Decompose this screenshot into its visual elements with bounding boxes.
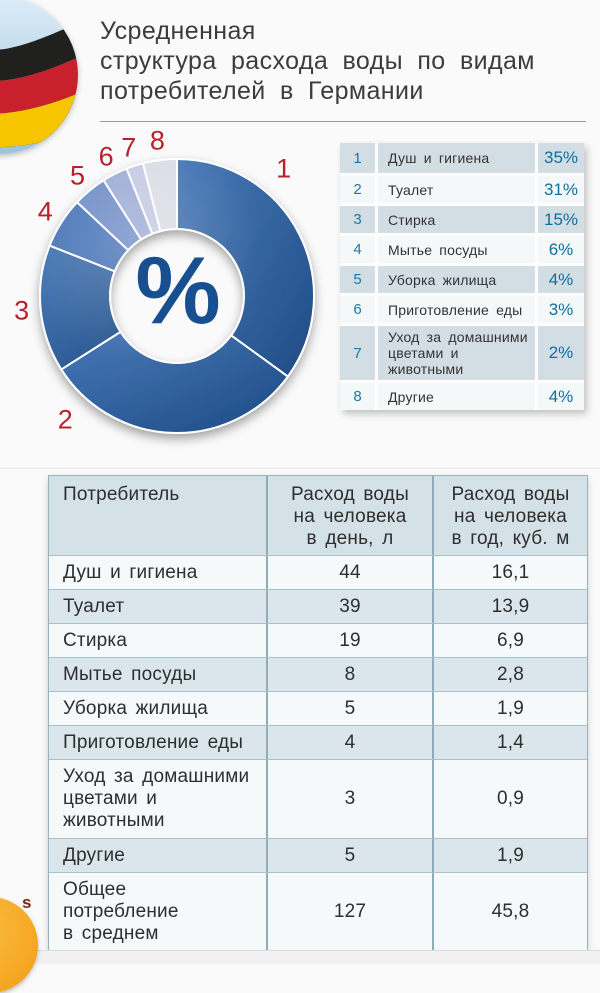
table-cell-per-year: 1,9	[432, 839, 587, 872]
table-cell-per-day: 127	[266, 873, 432, 951]
table-cell-per-year: 6,9	[432, 624, 587, 657]
table-header-per-day: Расход воды на человека в день, л	[266, 476, 432, 555]
legend-number: 2	[340, 176, 375, 203]
legend-row: 6 Приготовление еды 3%	[340, 293, 584, 323]
logo-badge	[0, 897, 38, 993]
table-cell-per-day: 5	[266, 839, 432, 872]
legend-number: 3	[340, 206, 375, 233]
legend-number: 4	[340, 236, 375, 263]
segment-label-7: 7	[121, 132, 137, 163]
legend-row: 7 Уход за домашними цветами и животными …	[340, 323, 584, 380]
legend-table: 1 Душ и гигиена 35% 2 Туалет 31% 3 Стирк…	[340, 143, 584, 410]
table-cell-name: Стирка	[49, 624, 266, 657]
table-cell-name: Туалет	[49, 590, 266, 623]
legend-percent: 6%	[535, 236, 584, 263]
legend-row: 4 Мытье посуды 6%	[340, 233, 584, 263]
logo-letter: s	[22, 893, 32, 912]
table-cell-name: Приготовление еды	[49, 726, 266, 759]
segment-label-4: 4	[37, 196, 53, 227]
legend-label: Туалет	[375, 176, 535, 203]
consumption-table: Потребитель Расход воды на человека в де…	[48, 475, 588, 953]
legend-row: 5 Уборка жилища 4%	[340, 263, 584, 293]
table-cell-per-year: 2,8	[432, 658, 587, 691]
segment-label-1: 1	[276, 153, 292, 184]
page-title-line: структура расхода воды по видам	[100, 47, 535, 75]
donut-chart-svg	[39, 157, 315, 434]
table-cell-name: Другие	[49, 839, 266, 872]
title-divider	[100, 121, 586, 122]
table-cell-name: Уборка жилища	[49, 692, 266, 725]
table-row: Туалет 39 13,9	[49, 589, 587, 623]
table-cell-per-day: 8	[266, 658, 432, 691]
legend-percent: 2%	[535, 326, 584, 380]
legend-label: Уборка жилища	[375, 266, 535, 293]
table-cell-per-day: 44	[266, 556, 432, 589]
page-title-line: потребителей в Германии	[100, 77, 424, 105]
table-row: Уборка жилища 5 1,9	[49, 691, 587, 725]
legend-label: Стирка	[375, 206, 535, 233]
legend-row: 2 Туалет 31%	[340, 173, 584, 203]
legend-number: 1	[340, 143, 375, 173]
legend-number: 7	[340, 326, 375, 380]
segment-label-3: 3	[14, 295, 30, 326]
table-row: Другие 5 1,9	[49, 838, 587, 872]
legend-label: Другие	[375, 383, 535, 410]
segment-label-8: 8	[149, 125, 165, 156]
table-cell-per-year: 16,1	[432, 556, 587, 589]
legend-number: 6	[340, 296, 375, 323]
legend-number: 8	[340, 383, 375, 410]
segment-label-2: 2	[57, 404, 73, 435]
legend-label: Душ и гигиена	[375, 143, 535, 173]
table-row: Приготовление еды 4 1,4	[49, 725, 587, 759]
percent-symbol: %	[135, 237, 220, 345]
segment-label-6: 6	[98, 141, 114, 172]
table-header-consumer: Потребитель	[49, 476, 266, 555]
page-title-line: Усредненная	[100, 17, 256, 45]
table-cell-per-year: 1,9	[432, 692, 587, 725]
table-cell-name: Мытье посуды	[49, 658, 266, 691]
donut-sheen-overlay	[40, 159, 315, 433]
legend-number: 5	[340, 266, 375, 293]
legend-row: 1 Душ и гигиена 35%	[340, 143, 584, 173]
table-cell-per-year: 13,9	[432, 590, 587, 623]
legend-percent: 4%	[535, 266, 584, 293]
legend-row: 8 Другие 4%	[340, 380, 584, 410]
table-cell-per-day: 5	[266, 692, 432, 725]
table-cell-name: Уход за домашними цветами и животными	[49, 760, 266, 838]
table-cell-per-day: 4	[266, 726, 432, 759]
legend-label: Мытье посуды	[375, 236, 535, 263]
table-cell-per-day: 3	[266, 760, 432, 838]
slide-divider	[0, 468, 600, 469]
legend-label: Уход за домашними цветами и животными	[375, 326, 535, 380]
table-row: Стирка 19 6,9	[49, 623, 587, 657]
table-cell-per-day: 19	[266, 624, 432, 657]
legend-percent: 35%	[535, 143, 584, 173]
table-cell-name: Душ и гигиена	[49, 556, 266, 589]
legend-percent: 4%	[535, 383, 584, 410]
table-cell-per-day: 39	[266, 590, 432, 623]
table-header-row: Потребитель Расход воды на человека в де…	[49, 476, 587, 555]
legend-percent: 3%	[535, 296, 584, 323]
table-header-per-year: Расход воды на человека в год, куб. м	[432, 476, 587, 555]
legend-row: 3 Стирка 15%	[340, 203, 584, 233]
table-cell-name: Общее потребление в среднем	[49, 873, 266, 951]
legend-label: Приготовление еды	[375, 296, 535, 323]
table-row: Мытье посуды 8 2,8	[49, 657, 587, 691]
table-cell-per-year: 1,4	[432, 726, 587, 759]
page-bottom-edge	[0, 950, 600, 964]
table-row: Душ и гигиена 44 16,1	[49, 555, 587, 589]
table-cell-per-year: 0,9	[432, 760, 587, 838]
table-row: Уход за домашними цветами и животными 3 …	[49, 759, 587, 838]
legend-percent: 15%	[535, 206, 584, 233]
table-cell-per-year: 45,8	[432, 873, 587, 951]
legend-percent: 31%	[535, 176, 584, 203]
table-row: Общее потребление в среднем 127 45,8	[49, 872, 587, 951]
segment-label-5: 5	[70, 160, 86, 191]
page-title: Усредненная структура расхода воды по ви…	[100, 16, 588, 106]
